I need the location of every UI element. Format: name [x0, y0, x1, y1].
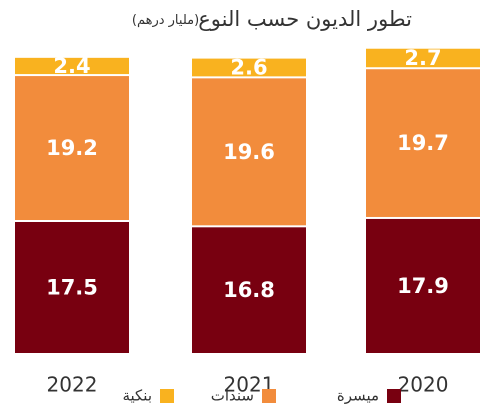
- legend-swatch: [262, 389, 276, 403]
- bar-segment: [192, 227, 306, 353]
- legend-label: سندات: [211, 387, 254, 405]
- data-label: 2.4: [53, 54, 90, 78]
- data-label: 16.8: [223, 278, 275, 302]
- data-label: 17.9: [397, 274, 449, 298]
- data-label: 19.2: [46, 136, 98, 160]
- bar-segment: [15, 76, 129, 220]
- bar-segment: [366, 218, 480, 353]
- x-tick-label: 2022: [47, 373, 98, 397]
- data-label: 2.6: [230, 55, 267, 79]
- x-tick-label: 2020: [398, 373, 449, 397]
- legend-label: بنكية: [122, 387, 152, 405]
- legend-swatch: [387, 389, 401, 403]
- data-label: 19.6: [223, 140, 275, 164]
- bar-segment: [15, 222, 129, 353]
- chart-subtitle: (مليار درهم): [132, 13, 199, 28]
- bar-segment: [192, 58, 306, 77]
- data-label: 17.5: [46, 276, 98, 300]
- bar-segment: [366, 69, 480, 217]
- data-label: 19.7: [397, 131, 449, 155]
- legend-label: ميسرة: [337, 387, 379, 405]
- bar-segment: [192, 78, 306, 226]
- data-label: 2.7: [404, 46, 441, 70]
- bar-segment: [366, 48, 480, 68]
- title-line: تطور الديون حسب النوع (مليار درهم): [132, 7, 412, 31]
- chart-title: تطور الديون حسب النوع: [198, 7, 412, 31]
- legend-swatch: [160, 389, 174, 403]
- bar-segment: [15, 57, 129, 75]
